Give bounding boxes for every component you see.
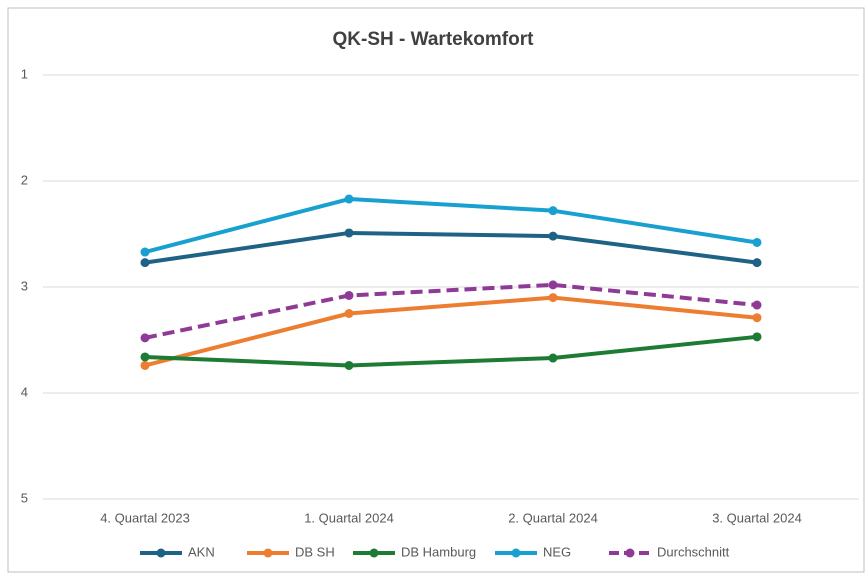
legend-label: Durchschnitt [657, 544, 730, 559]
series-line [144, 230, 758, 265]
legend-marker [156, 548, 166, 558]
data-point [752, 237, 762, 247]
legend-marker [263, 548, 273, 558]
series-line [144, 334, 758, 368]
data-point [548, 206, 558, 216]
data-point [140, 247, 150, 257]
data-point [548, 231, 558, 241]
data-point [752, 300, 762, 310]
x-tick-label: 4. Quartal 2023 [100, 510, 190, 525]
x-tick-label: 2. Quartal 2024 [508, 510, 598, 525]
data-point [140, 360, 150, 370]
y-tick-label: 3 [21, 278, 28, 293]
legend-label: DB SH [295, 544, 335, 559]
legend-label: AKN [188, 544, 215, 559]
legend-marker [369, 548, 379, 558]
x-tick-label: 3. Quartal 2024 [712, 510, 802, 525]
data-point [752, 313, 762, 323]
series-line [144, 282, 758, 340]
legend-marker [511, 548, 521, 558]
y-tick-label: 1 [21, 66, 28, 81]
chart-title: QK-SH - Wartekomfort [333, 29, 535, 50]
data-point [344, 360, 354, 370]
data-point [140, 333, 150, 343]
data-point [548, 293, 558, 303]
legend-marker [625, 548, 635, 558]
y-tick-label: 5 [21, 490, 28, 505]
data-point [752, 258, 762, 268]
legend-label: DB Hamburg [401, 544, 476, 559]
data-point [140, 258, 150, 268]
legend-label: NEG [543, 544, 571, 559]
series-line [144, 197, 758, 254]
data-point [548, 353, 558, 363]
x-tick-label: 1. Quartal 2024 [304, 510, 394, 525]
data-point [548, 280, 558, 290]
data-point [344, 309, 354, 318]
data-point [344, 290, 354, 300]
data-point [344, 228, 354, 238]
data-point [140, 352, 150, 362]
data-point [752, 332, 762, 342]
y-tick-label: 2 [21, 172, 28, 187]
series-line [144, 295, 758, 368]
y-tick-label: 4 [21, 384, 28, 399]
data-point [344, 194, 354, 204]
